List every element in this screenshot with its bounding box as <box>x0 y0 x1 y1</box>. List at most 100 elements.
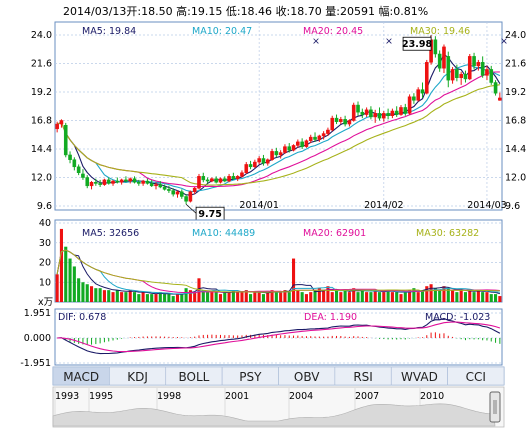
candle-body <box>244 164 249 173</box>
volume-bar <box>429 284 433 302</box>
candle-body <box>330 117 335 131</box>
price-y-tick-right: 21.6 <box>505 59 526 70</box>
candle-body <box>102 179 107 185</box>
volume-bar <box>111 292 115 302</box>
volume-bar <box>141 292 145 302</box>
candle-body <box>81 173 85 178</box>
candle-body <box>360 111 365 115</box>
candle-body <box>132 178 137 183</box>
candle-body <box>111 180 115 184</box>
timeline-year-label: 2007 <box>355 391 379 402</box>
candle-body <box>235 176 240 179</box>
volume-y-tick: 10 <box>39 277 51 288</box>
volume-bar <box>334 290 339 302</box>
volume-bar <box>322 290 326 302</box>
volume-bar <box>158 292 162 302</box>
header-change: 0.81% <box>393 5 428 18</box>
volume-bar <box>420 290 425 302</box>
candle-body <box>304 140 309 147</box>
volume-bar <box>373 290 377 302</box>
candle-body <box>171 190 175 195</box>
candle-body <box>369 109 373 118</box>
candle-body <box>450 69 455 81</box>
tab-label-rsi[interactable]: RSI <box>353 370 373 384</box>
candle-body <box>158 184 163 188</box>
tab-label-macd[interactable]: MACD <box>63 370 99 384</box>
candle-body <box>498 97 502 101</box>
candle-body <box>124 179 128 182</box>
tab-label-kdj[interactable]: KDJ <box>127 370 148 384</box>
tab-label-obv[interactable]: OBV <box>294 370 320 384</box>
price-y-tick-left: 14.4 <box>31 144 52 155</box>
volume-bar <box>240 292 244 302</box>
candle-body <box>334 117 339 122</box>
volume-ma-line-ma30 <box>56 249 500 293</box>
tab-cci[interactable] <box>447 366 505 386</box>
candle-body <box>227 176 231 182</box>
indicator-tabs: MACD KDJ BOLL PSY OBV RSI WVAD CCI <box>52 366 505 386</box>
price-y-tick-left: 19.2 <box>31 87 52 98</box>
volume-bar <box>459 290 463 302</box>
tab-label-boll[interactable]: BOLL <box>179 370 210 384</box>
volume-bar <box>408 290 412 302</box>
volume-bar <box>175 294 180 302</box>
volume-bar <box>274 292 278 302</box>
candle-body <box>377 113 382 119</box>
volume-bar <box>120 292 124 302</box>
candle-body <box>356 104 360 113</box>
volume-bar <box>184 288 188 302</box>
price-y-tick-left: 21.6 <box>31 59 52 70</box>
volume-ma-legend-ma10: MA10: 44489 <box>192 228 255 239</box>
price-annotation-label: 23.98 <box>402 39 432 50</box>
volume-bar <box>386 290 390 302</box>
volume-bar <box>287 292 291 302</box>
volume-bar <box>352 288 356 302</box>
candle-body <box>197 176 201 189</box>
candle-body <box>253 161 257 168</box>
timeline-year-label: 2001 <box>225 391 249 402</box>
price-x-tick: 2014/03 <box>467 200 506 211</box>
candle-body <box>347 120 352 125</box>
volume-bar <box>236 292 240 302</box>
candle-body <box>472 56 476 67</box>
candle-body <box>420 89 425 94</box>
volume-bar <box>68 258 72 302</box>
candle-body <box>313 136 317 140</box>
volume-bar <box>347 292 351 302</box>
price-y-tick-left: 16.8 <box>31 116 52 127</box>
volume-bar <box>167 294 171 302</box>
tab-label-psy[interactable]: PSY <box>239 370 262 384</box>
volume-bar <box>356 292 360 302</box>
candle-body <box>55 123 59 130</box>
volume-bar <box>94 288 98 302</box>
volume-bar <box>433 288 437 302</box>
volume-bar <box>455 292 459 302</box>
volume-bar <box>163 294 167 302</box>
volume-bar <box>425 286 429 302</box>
price-y-tick-right: 16.8 <box>505 116 526 127</box>
volume-bar <box>403 292 407 302</box>
volume-bar <box>244 290 248 302</box>
volume-bar <box>326 286 330 302</box>
tab-label-cci[interactable]: CCI <box>466 370 486 384</box>
volume-bar <box>180 294 184 302</box>
candle-body <box>149 183 154 187</box>
candle-body <box>145 180 150 184</box>
candle-body <box>351 104 356 121</box>
timeline-range-handle[interactable] <box>489 391 501 423</box>
volume-bar <box>412 288 416 302</box>
candle-body <box>94 182 98 184</box>
volume-bar <box>300 292 304 302</box>
volume-bar <box>317 288 321 302</box>
price-annotation-box <box>402 36 432 51</box>
volume-bar <box>137 294 141 302</box>
candle-body <box>240 172 244 177</box>
timeline-year-label: 2004 <box>289 391 313 402</box>
volume-bar <box>89 286 94 302</box>
tab-label-wvad[interactable]: WVAD <box>401 370 438 384</box>
volume-bar <box>115 290 119 302</box>
macd-y-tick: 1.951 <box>24 308 51 319</box>
volume-bar <box>77 278 81 302</box>
candle-body <box>265 159 270 164</box>
candle-body <box>257 158 261 163</box>
